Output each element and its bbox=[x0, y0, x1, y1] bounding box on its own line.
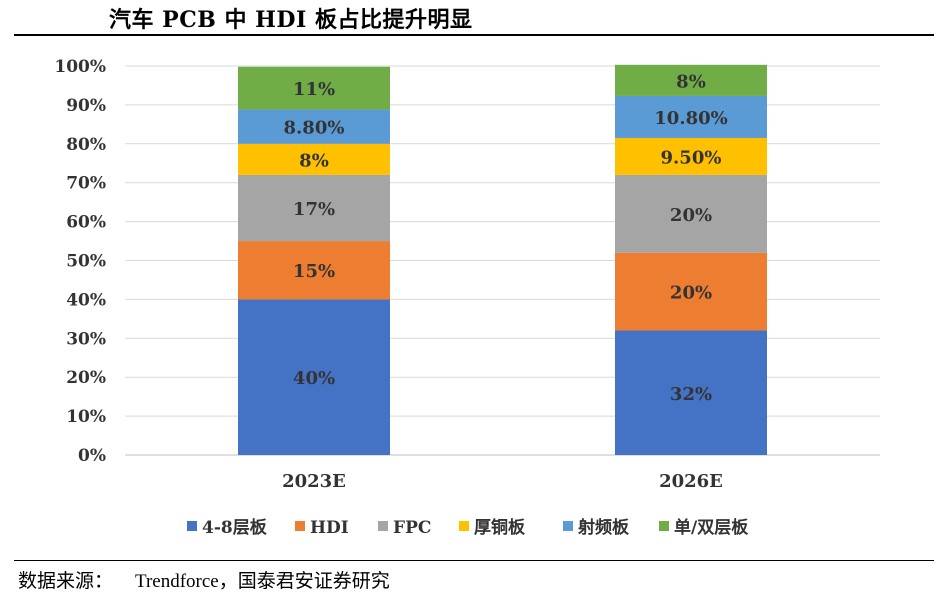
y-tick-label: 100% bbox=[54, 57, 106, 77]
source-divider bbox=[14, 560, 934, 561]
y-tick-label: 60% bbox=[66, 213, 106, 233]
data-label: 8% bbox=[676, 71, 706, 92]
bar-segment bbox=[238, 174, 390, 242]
legend-label: 4-8层板 bbox=[202, 517, 268, 538]
legend-item: 射频板 bbox=[563, 517, 630, 538]
data-label: 8.80% bbox=[284, 118, 345, 139]
data-label: 9.50% bbox=[661, 147, 722, 168]
bar-segment bbox=[615, 95, 767, 138]
bar-segment bbox=[238, 241, 390, 300]
y-tick-label: 30% bbox=[66, 329, 106, 349]
legend-swatch bbox=[659, 521, 669, 531]
y-tick-label: 40% bbox=[66, 290, 106, 310]
x-tick-label: 2026E bbox=[659, 471, 723, 492]
bar-segment bbox=[238, 66, 390, 110]
legend-item: HDI bbox=[295, 518, 349, 538]
source-text: Trendforce，国泰君安证券研究 bbox=[135, 571, 390, 592]
bar-segment bbox=[238, 109, 390, 144]
legend: 4-8层板 HDI FPC 厚铜板 射频板 单/双层板 bbox=[187, 517, 749, 538]
legend-label: 厚铜板 bbox=[474, 517, 526, 538]
legend-label: 射频板 bbox=[577, 517, 630, 538]
data-label: 8% bbox=[299, 150, 329, 171]
source-note: 数据来源： Trendforce，国泰君安证券研究 bbox=[18, 566, 390, 593]
data-labels: 40% 15% 17% 8% 8.80% 11% 32% 20% 20% 9.50% 10.80% 8… bbox=[284, 71, 728, 404]
y-tick-label: 70% bbox=[66, 174, 106, 194]
legend-swatch bbox=[378, 521, 388, 531]
y-tick-label: 20% bbox=[66, 368, 106, 388]
y-tick-label: 90% bbox=[66, 96, 106, 116]
y-tick-label: 50% bbox=[66, 252, 106, 272]
y-tick-label: 80% bbox=[66, 135, 106, 155]
bar-segment bbox=[615, 330, 767, 455]
legend-label: 单/双层板 bbox=[674, 517, 749, 538]
bars bbox=[238, 64, 767, 455]
y-tick-label: 10% bbox=[66, 407, 106, 427]
y-axis-ticks: 0% 10% 20% 30% 40% 50% 60% 70% 80% 90% 100% bbox=[54, 57, 106, 466]
bar-segment bbox=[615, 174, 767, 253]
x-tick-label: 2023E bbox=[282, 471, 346, 492]
source-label: 数据来源： bbox=[18, 570, 114, 592]
data-label: 40% bbox=[293, 368, 335, 389]
y-tick-label: 0% bbox=[78, 446, 106, 466]
legend-swatch bbox=[295, 521, 305, 531]
stacked-bar-chart: 0% 10% 20% 30% 40% 50% 60% 70% 80% 90% 100% 40% 15%… bbox=[54, 57, 880, 538]
title-divider bbox=[14, 34, 934, 36]
data-label: 15% bbox=[293, 261, 335, 282]
data-label: 10.80% bbox=[654, 108, 727, 129]
bar-segment bbox=[238, 299, 390, 455]
bar-segment bbox=[615, 137, 767, 175]
bar-segment bbox=[238, 143, 390, 175]
x-axis-ticks: 2023E 2026E bbox=[282, 471, 723, 492]
legend-item: 厚铜板 bbox=[459, 517, 526, 538]
legend-item: FPC bbox=[378, 518, 431, 538]
legend-label: HDI bbox=[310, 518, 349, 538]
legend-swatch bbox=[187, 521, 197, 531]
legend-label: FPC bbox=[393, 518, 431, 538]
legend-swatch bbox=[459, 521, 469, 531]
legend-swatch bbox=[563, 521, 573, 531]
data-label: 11% bbox=[293, 79, 335, 100]
legend-item: 单/双层板 bbox=[659, 517, 749, 538]
data-label: 17% bbox=[293, 199, 335, 220]
bar-segment bbox=[615, 64, 767, 96]
data-label: 20% bbox=[670, 205, 712, 226]
bar-segment bbox=[615, 252, 767, 331]
chart-title: 汽车 PCB 中 HDI 板占比提升明显 bbox=[109, 7, 473, 33]
data-label: 32% bbox=[670, 384, 712, 405]
legend-item: 4-8层板 bbox=[187, 517, 268, 538]
data-label: 20% bbox=[670, 283, 712, 304]
